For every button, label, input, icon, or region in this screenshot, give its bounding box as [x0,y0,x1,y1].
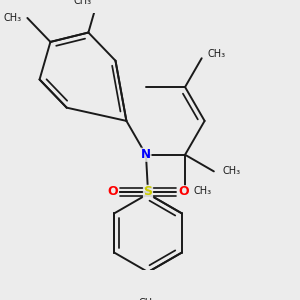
Text: N: N [141,148,151,161]
Text: CH₃: CH₃ [193,186,212,196]
Text: CH₃: CH₃ [139,298,157,300]
Text: CH₃: CH₃ [73,0,92,6]
Text: O: O [178,185,189,198]
Text: S: S [143,185,152,198]
Text: CH₃: CH₃ [3,13,21,23]
Text: O: O [107,185,118,198]
Text: CH₃: CH₃ [208,49,226,59]
Text: CH₃: CH₃ [222,167,240,176]
